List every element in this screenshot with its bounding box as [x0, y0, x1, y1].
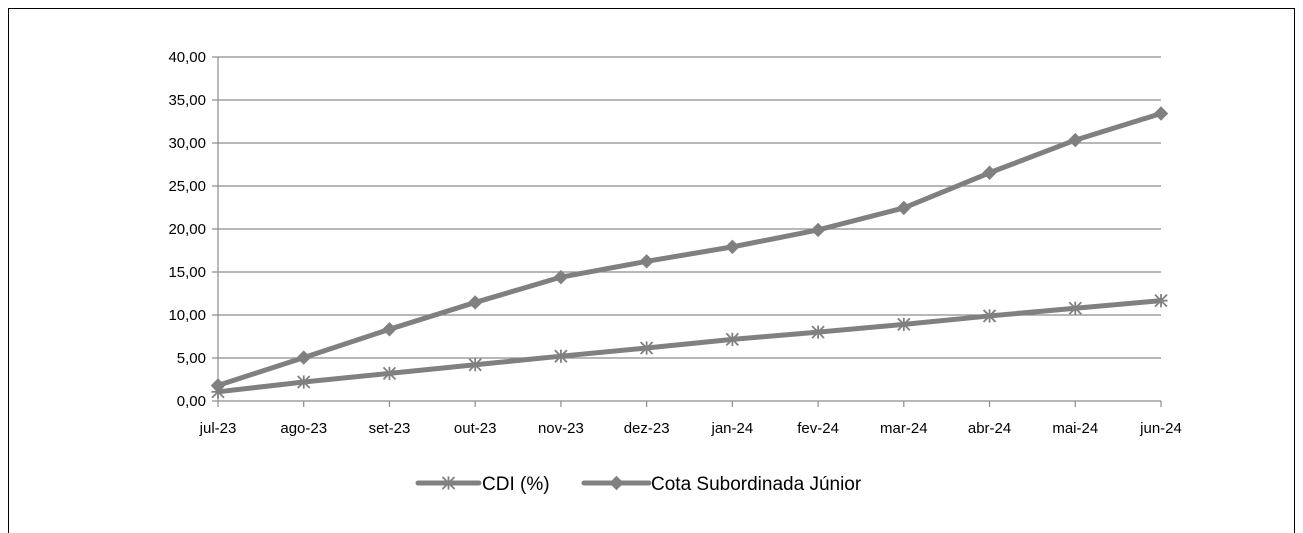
data-point-marker	[553, 269, 569, 285]
x-tick-label: ago-23	[280, 420, 327, 437]
y-tick-label: 20,00	[168, 221, 206, 238]
legend-label: Cota Subordinada Júnior	[651, 474, 862, 495]
legend-item: CDI (%)	[415, 474, 550, 495]
data-point-marker	[982, 309, 997, 323]
y-tick-label: 15,00	[168, 264, 206, 281]
y-tick-label: 40,00	[168, 49, 206, 66]
legend-marker	[609, 475, 624, 491]
x-tick-label: mar-24	[880, 420, 928, 437]
data-point-marker	[468, 358, 482, 372]
data-point-marker	[382, 366, 397, 381]
y-tick-label: 5,00	[177, 350, 206, 367]
x-tick-label: out-23	[454, 420, 497, 437]
data-point-marker	[725, 332, 740, 346]
x-tick-label: jul-23	[199, 420, 237, 437]
data-point-marker	[639, 254, 654, 269]
data-point-marker	[467, 295, 483, 310]
data-point-marker	[810, 222, 826, 238]
data-point-marker	[896, 200, 912, 216]
axes	[212, 56, 1162, 407]
data-point-marker	[897, 317, 911, 332]
y-tick-labels: 0,00 5,00 10,00 15,00 20,00 25,00 30,00 35,00 40…	[168, 49, 206, 410]
series-lines	[210, 106, 1169, 399]
series-line	[215, 298, 1164, 395]
legend-label: CDI (%)	[482, 474, 550, 495]
x-tick-labels: jul-23 ago-23 set-23 out-23 nov-23 dez-23 jan-…	[199, 420, 1182, 437]
data-point-marker	[297, 375, 311, 389]
legend-marker	[441, 476, 456, 490]
x-tick-label: nov-23	[538, 420, 584, 437]
data-point-marker	[811, 325, 825, 339]
data-point-marker	[1068, 301, 1082, 315]
data-point-marker	[982, 165, 997, 180]
data-point-marker	[725, 239, 740, 255]
data-point-marker	[296, 350, 311, 365]
series-line	[215, 111, 1164, 388]
legend: CDI (%) Cota Subordinada Júnior	[415, 474, 862, 495]
data-point-marker	[1068, 132, 1083, 148]
data-point-marker	[382, 322, 397, 337]
y-tick-label: 10,00	[168, 307, 206, 324]
data-point-marker	[554, 349, 568, 363]
data-point-marker	[1154, 294, 1168, 308]
x-tick-label: jan-24	[711, 420, 754, 437]
legend-item: Cota Subordinada Júnior	[581, 474, 862, 495]
chart-frame	[8, 8, 1295, 533]
y-tick-label: 35,00	[168, 92, 206, 109]
x-tick-label: mai-24	[1052, 420, 1098, 437]
x-tick-label: fev-24	[797, 420, 839, 437]
gridlines	[218, 56, 1161, 359]
x-tick-label: abr-24	[968, 420, 1011, 437]
y-tick-label: 30,00	[168, 135, 206, 152]
y-tick-label: 25,00	[168, 178, 206, 195]
x-tick-label: dez-23	[624, 420, 670, 437]
data-point-marker	[1153, 106, 1169, 121]
x-tick-label: jun-24	[1139, 420, 1182, 437]
y-tick-label: 0,00	[177, 393, 206, 410]
x-tick-label: set-23	[369, 420, 411, 437]
data-point-marker	[210, 378, 226, 393]
data-point-marker	[639, 341, 654, 355]
